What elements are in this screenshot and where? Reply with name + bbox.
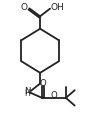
Text: O: O: [50, 91, 57, 100]
Text: H: H: [24, 89, 30, 98]
Text: N: N: [23, 87, 30, 96]
Text: O: O: [20, 3, 27, 12]
Text: OH: OH: [50, 3, 63, 12]
Text: O: O: [39, 79, 46, 88]
